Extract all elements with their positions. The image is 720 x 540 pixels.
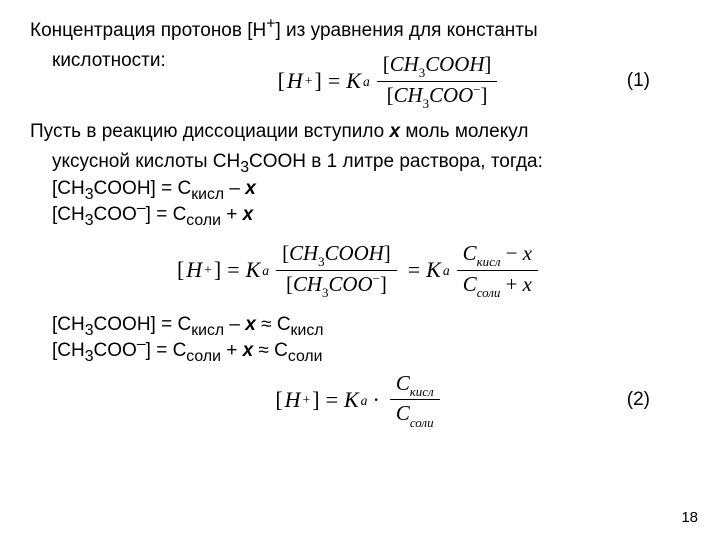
approx-line-2: [CH3COO–] = Cсоли + x ≈ Cсоли <box>30 340 690 362</box>
para2-line1: Пусть в реакцию диссоциации вступило x м… <box>30 119 690 145</box>
equation-3: [H+] = Ka · Cкисл Cсоли <box>275 370 444 430</box>
equation-1-number: (1) <box>627 70 650 92</box>
intro-line1a: Концентрация протонов [H <box>30 20 266 41</box>
conc-line-1: [CH3COOH] = Cкисл – x <box>30 178 690 200</box>
approx-line-1: [CH3COOH] = Cкисл – x ≈ Cкисл <box>30 314 690 336</box>
equation-2: [H+] = Ka [CH3COOH] [CH3COO−] = Ka Cкисл… <box>177 240 543 300</box>
equation-1: [H+] = Ka [CH3COOH] [CH3COO−] <box>278 51 503 111</box>
equation-3-line: [H+] = Ka · Cкисл Cсоли (2) <box>30 370 690 430</box>
para2-line2: уксусной кислоты CH3COOH в 1 литре раств… <box>30 149 690 175</box>
intro-line1b: ] из уравнения для константы <box>276 20 538 41</box>
slide-number: 18 <box>681 509 698 526</box>
equation-2-line: [H+] = Ka [CH3COOH] [CH3COO−] = Ka Cкисл… <box>30 240 690 300</box>
intro-sup-plus: + <box>266 16 275 33</box>
equation-1-line: [H+] = Ka [CH3COOH] [CH3COO−] (1) <box>90 51 690 111</box>
conc-line-2: [CH3COO–] = Cсоли + x <box>30 204 690 226</box>
equation-3-number: (2) <box>627 389 650 411</box>
intro-paragraph: Концентрация протонов [H+] из уравнения … <box>30 18 690 44</box>
